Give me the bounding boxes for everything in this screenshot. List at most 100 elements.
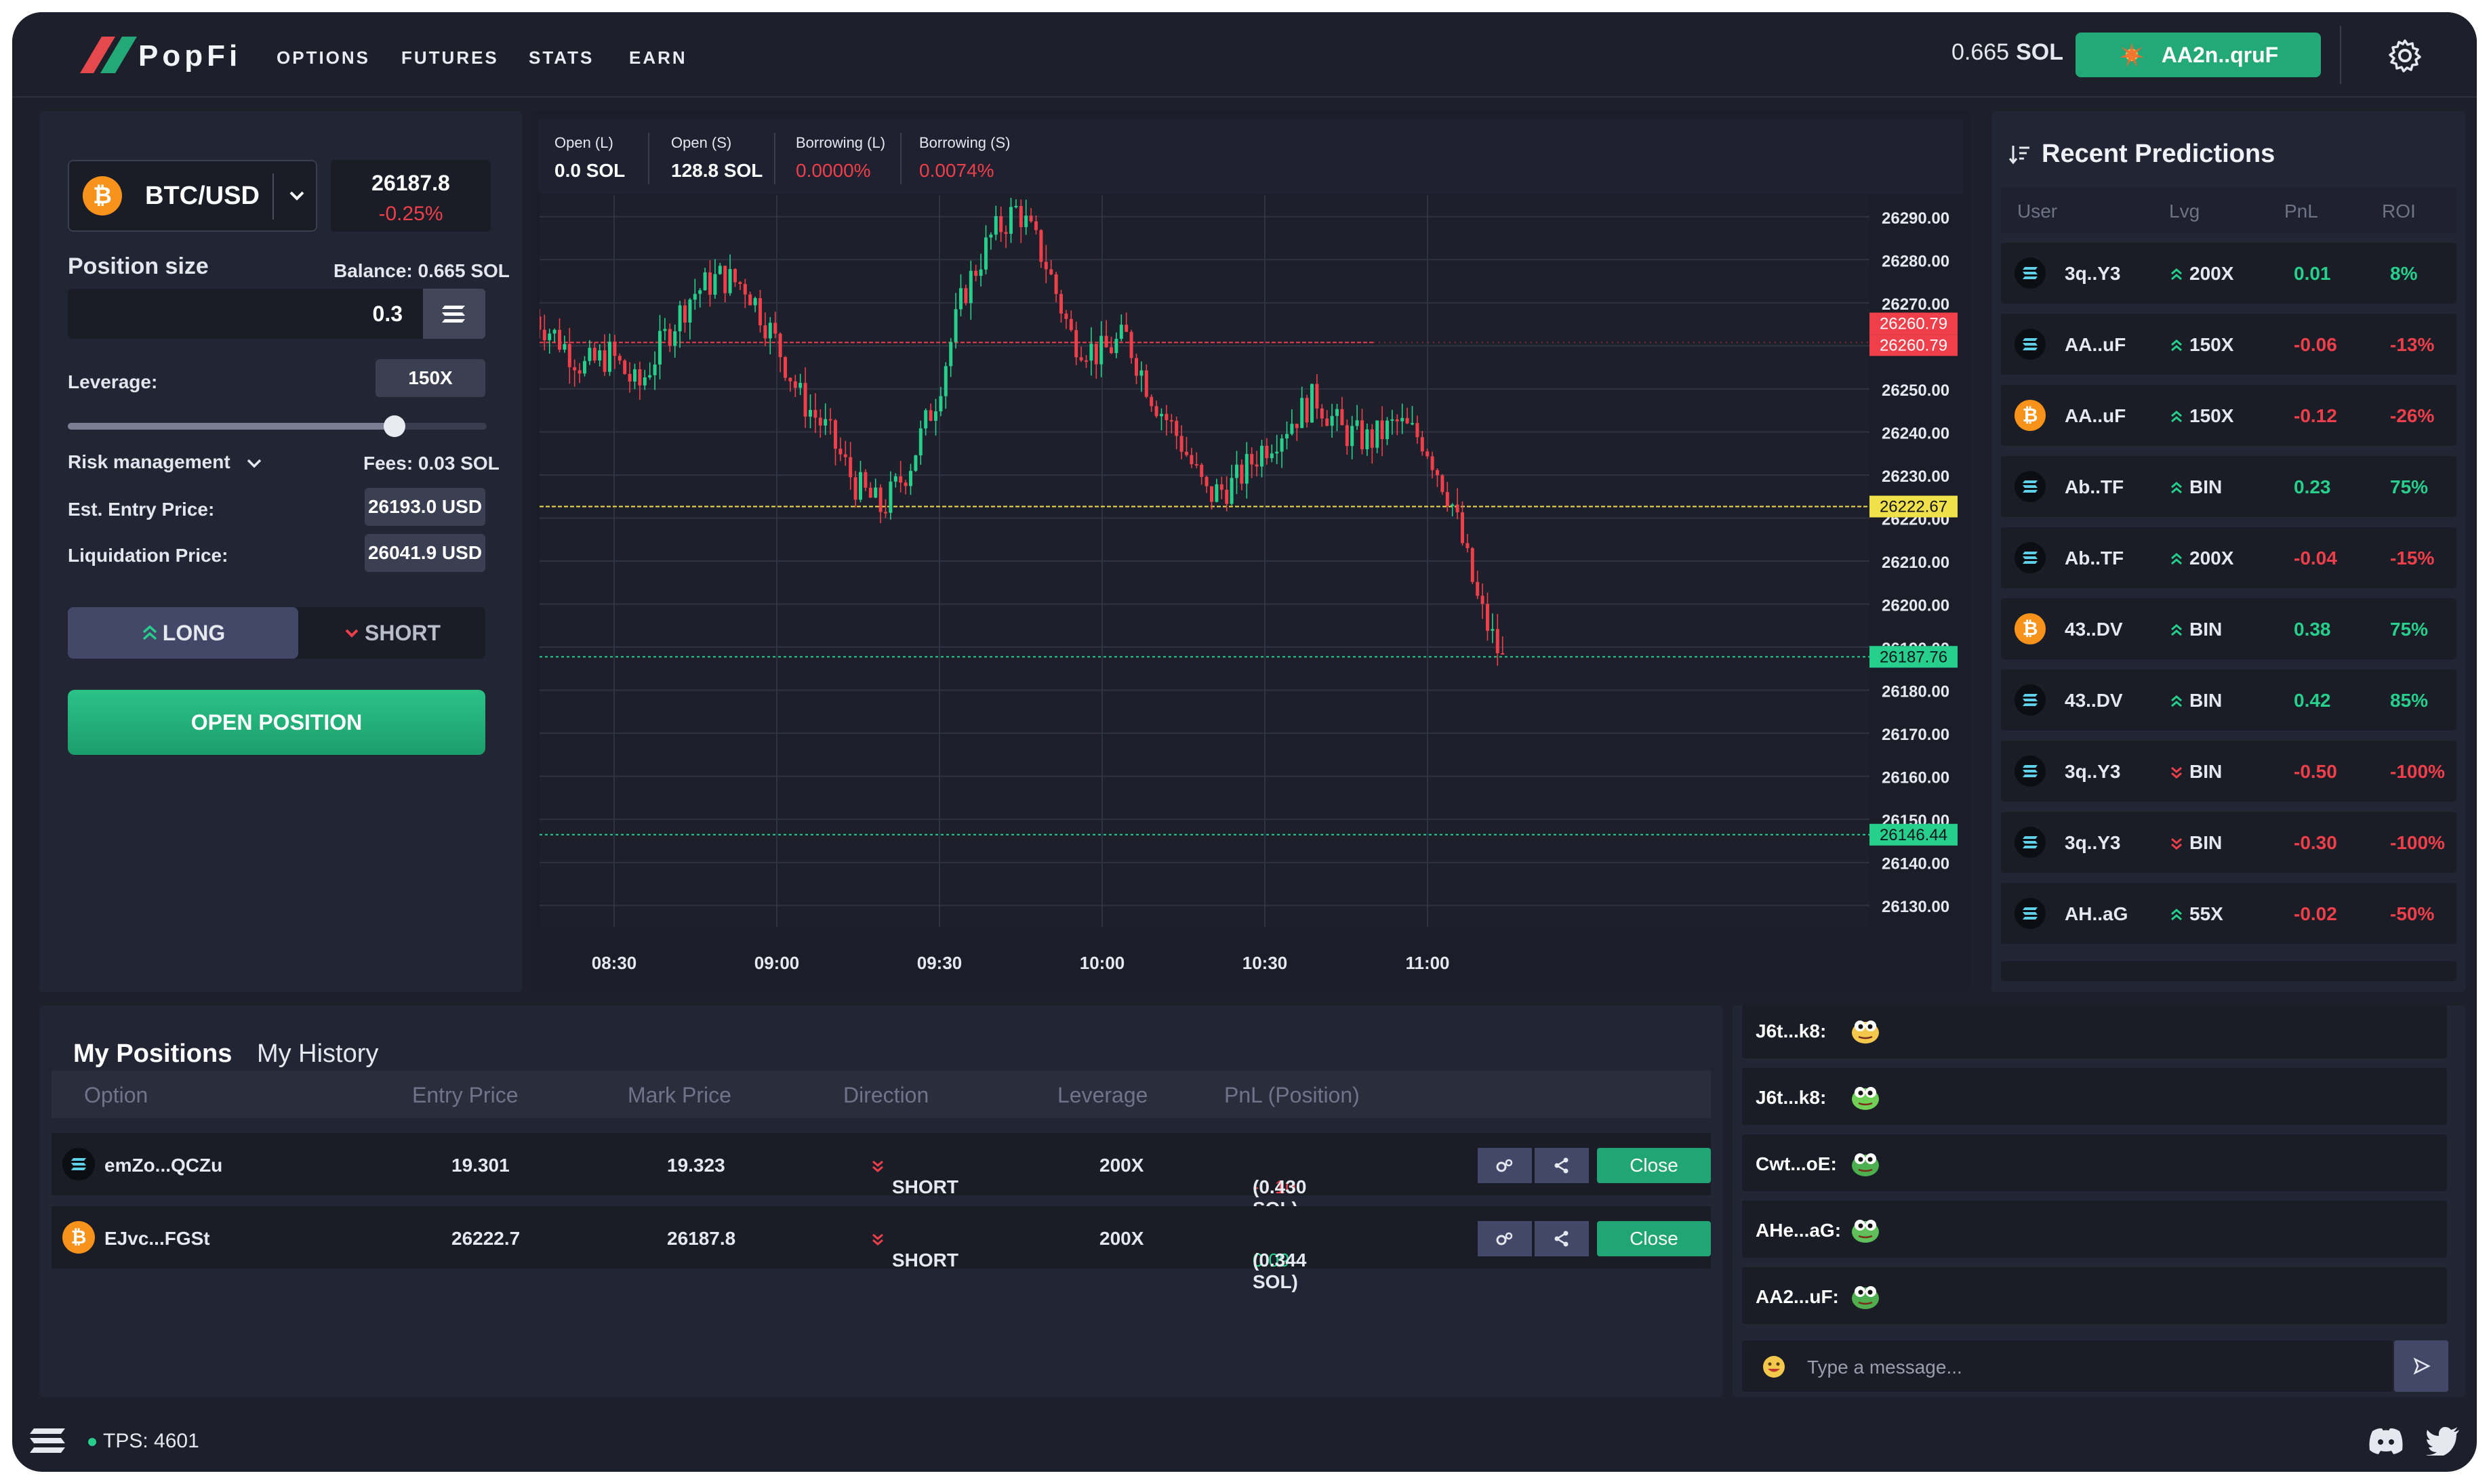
table-row[interactable]: ₿ EJvc...FGSt 26222.7 26187.8 SHORT 200X… [52, 1206, 1711, 1269]
candle-body [788, 378, 792, 382]
list-item-partial [2001, 961, 2456, 981]
pred-leverage-text: 200X [2189, 263, 2233, 284]
candle-body [633, 369, 636, 382]
col-direction: Direction [843, 1083, 929, 1108]
nav-earn[interactable]: EARN [629, 47, 687, 68]
pred-roi: 75% [2390, 619, 2428, 640]
candle-body [1180, 436, 1183, 451]
close-position-button[interactable]: Close [1597, 1148, 1711, 1183]
candle-body [1150, 397, 1153, 407]
candle-body [1310, 384, 1314, 423]
header-divider [2340, 26, 2341, 84]
emoji-icon[interactable] [1761, 1354, 1787, 1380]
list-item[interactable]: Ab..TF 200X -0.04 -15% [2001, 527, 2456, 588]
list-item[interactable]: 43..DV BIN 0.42 85% [2001, 669, 2456, 730]
candle-body [1200, 465, 1203, 477]
adjust-button[interactable] [1478, 1221, 1532, 1256]
solana-icon [2015, 684, 2046, 716]
tab-my-positions[interactable]: My Positions [73, 1039, 232, 1073]
list-item[interactable]: ₿ AA..uF 150X -0.12 -26% [2001, 385, 2456, 446]
popfi-logo-icon[interactable] [75, 30, 140, 79]
send-icon [2411, 1356, 2431, 1376]
pred-pnl: 0.23 [2294, 476, 2331, 498]
close-position-button[interactable]: Close [1597, 1221, 1711, 1256]
twitter-icon[interactable] [2425, 1426, 2461, 1456]
candle-body [1461, 512, 1464, 543]
candle-body [1074, 330, 1078, 357]
tab-my-history[interactable]: My History [257, 1039, 378, 1068]
list-item[interactable]: Ab..TF BIN 0.23 75% [2001, 456, 2456, 517]
send-button[interactable] [2394, 1340, 2448, 1392]
candle-body [563, 344, 566, 350]
pred-pnl: -0.30 [2294, 832, 2337, 854]
chat-input[interactable]: Type a message... [1742, 1340, 2393, 1392]
chat-user[interactable]: AA2...uF: [1756, 1286, 1839, 1308]
leverage-slider[interactable] [68, 423, 487, 430]
chat-user[interactable]: J6t...k8: [1756, 1021, 1826, 1042]
nav-options[interactable]: OPTIONS [277, 47, 370, 68]
candle-body [809, 410, 812, 417]
tps-text: TPS: 4601 [103, 1430, 199, 1452]
direction-text: SHORT [892, 1176, 958, 1198]
candle-body [1070, 319, 1073, 331]
candle-body [804, 383, 807, 417]
chat-placeholder: Type a message... [1807, 1357, 1962, 1378]
short-button[interactable]: SHORT [298, 607, 485, 659]
pred-user: 3q..Y3 [2065, 761, 2120, 783]
candle-body [679, 306, 682, 331]
chat-user[interactable]: Cwt...oE: [1756, 1153, 1837, 1175]
stat-label: Borrowing (L) [796, 134, 885, 152]
share-button[interactable] [1535, 1221, 1589, 1256]
share-button[interactable] [1535, 1148, 1589, 1183]
adjust-button[interactable] [1478, 1148, 1532, 1183]
gear-icon[interactable] [2387, 38, 2423, 73]
candle-body [1130, 332, 1133, 358]
stat-value: 0.0074% [919, 160, 1010, 182]
discord-icon[interactable] [2367, 1426, 2405, 1456]
price-chart[interactable]: 26290.0026280.0026270.0026260.0026250.00… [540, 195, 1963, 987]
candle-body [593, 348, 596, 360]
solana-unit-button[interactable] [423, 289, 485, 339]
double-chevron-up-icon [2169, 409, 2184, 424]
table-row[interactable]: emZo...QCZu 19.301 19.323 SHORT 200X -0.… [52, 1133, 1711, 1195]
candle-body [1340, 409, 1343, 426]
nav-futures[interactable]: FUTURES [401, 47, 499, 68]
option-id[interactable]: emZo...QCZu [104, 1155, 222, 1176]
option-id[interactable]: EJvc...FGSt [104, 1228, 210, 1250]
stat-label: Open (L) [554, 134, 625, 152]
leverage-value[interactable]: 150X [376, 359, 485, 397]
leverage-slider-thumb[interactable] [384, 415, 405, 437]
list-item[interactable]: AH..aG 55X -0.02 -50% [2001, 883, 2456, 944]
nav-stats[interactable]: STATS [529, 47, 594, 68]
chat-user[interactable]: AHe...aG: [1756, 1220, 1841, 1241]
list-item[interactable]: AA..uF 150X -0.06 -13% [2001, 314, 2456, 375]
pred-leverage-text: BIN [2189, 619, 2222, 640]
pred-roi: 85% [2390, 690, 2428, 712]
brand-name[interactable]: PopFi [138, 39, 241, 73]
risk-management-toggle[interactable]: Risk management [68, 451, 264, 473]
long-button[interactable]: LONG [68, 607, 298, 659]
chevron-down-icon[interactable] [287, 183, 306, 210]
price-box: 26187.8 -0.25% [331, 160, 491, 232]
double-chevron-down-icon [2169, 765, 2184, 780]
pair-selector[interactable]: ₿ BTC/USD [68, 160, 317, 232]
solana-icon[interactable] [27, 1426, 68, 1456]
solana-icon [441, 303, 468, 325]
list-item[interactable]: 3q..Y3 BIN -0.30 -100% [2001, 812, 2456, 873]
list-item[interactable]: ₿ 43..DV BIN 0.38 75% [2001, 598, 2456, 659]
sort-icon [2008, 143, 2031, 166]
list-item[interactable]: 3q..Y3 200X 0.01 8% [2001, 243, 2456, 304]
pred-roi: -100% [2390, 832, 2445, 854]
candle-body [1471, 548, 1474, 582]
candle-body [909, 471, 912, 486]
candle-body [573, 367, 576, 371]
wallet-balance: 0.665 SOL [1951, 39, 2063, 66]
list-item[interactable]: 3q..Y3 BIN -0.50 -100% [2001, 741, 2456, 802]
open-position-button[interactable]: OPEN POSITION [68, 690, 485, 755]
chat-user[interactable]: J6t...k8: [1756, 1087, 1826, 1109]
candle-body [834, 420, 837, 449]
candle-body [1496, 629, 1499, 653]
position-size-input[interactable]: 0.3 [68, 289, 423, 339]
wallet-button[interactable]: AA2n..qruF [2076, 33, 2321, 77]
pred-leverage: 200X [2169, 263, 2233, 285]
